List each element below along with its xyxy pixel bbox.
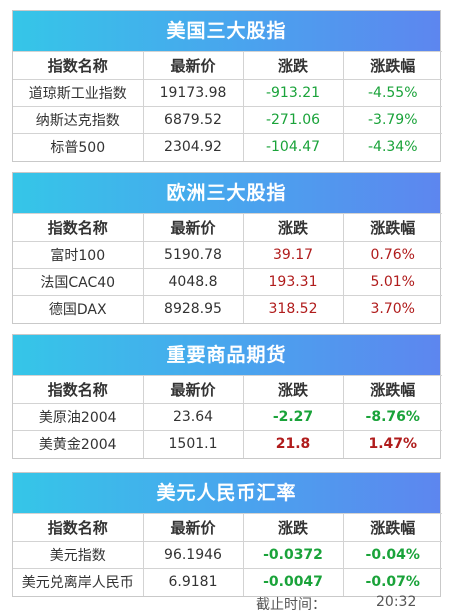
- column-header-price: 最新价: [142, 375, 243, 404]
- usd-cny-panel: 美元人民币汇率 指数名称 最新价 涨跌 涨跌幅 美元指数 96.1946 -0.…: [12, 472, 442, 597]
- update-time-label: 截止时间：: [256, 597, 326, 613]
- table-row: 德国DAX 8928.95 318.52 3.70%: [13, 295, 442, 323]
- latest-price: 96.1946: [142, 541, 243, 569]
- price-change: -104.47: [242, 133, 343, 161]
- price-change: 318.52: [242, 295, 343, 323]
- table-row: 美元指数 96.1946 -0.0372 -0.04%: [13, 541, 442, 569]
- latest-price: 1501.1: [142, 430, 243, 458]
- index-name: 美元指数: [13, 541, 143, 569]
- price-change: 21.8: [242, 430, 343, 458]
- table-row: 纳斯达克指数 6879.52 -271.06 -3.79%: [13, 106, 442, 134]
- latest-price: 23.64: [142, 403, 243, 431]
- table-row: 道琼斯工业指数 19173.98 -913.21 -4.55%: [13, 79, 442, 107]
- price-change: -271.06: [242, 106, 343, 134]
- column-header-name: 指数名称: [13, 213, 143, 242]
- europe-indices-table: 指数名称 最新价 涨跌 涨跌幅 富时100 5190.78 39.17 0.76…: [13, 213, 442, 323]
- column-header-change: 涨跌: [242, 51, 343, 80]
- table-header-row: 指数名称 最新价 涨跌 涨跌幅: [13, 375, 442, 404]
- change-percent: -3.79%: [342, 106, 442, 134]
- column-header-price: 最新价: [142, 51, 243, 80]
- index-name: 法国CAC40: [13, 268, 143, 296]
- table-row: 标普500 2304.92 -104.47 -4.34%: [13, 133, 442, 161]
- index-name: 美黄金2004: [13, 430, 143, 458]
- change-percent: 0.76%: [342, 241, 442, 269]
- latest-price: 19173.98: [142, 79, 243, 107]
- column-header-name: 指数名称: [13, 513, 143, 542]
- table-row: 美原油2004 23.64 -2.27 -8.76%: [13, 403, 442, 431]
- index-name: 德国DAX: [13, 295, 143, 323]
- column-header-change: 涨跌: [242, 375, 343, 404]
- change-percent: 3.70%: [342, 295, 442, 323]
- commodity-futures-table: 指数名称 最新价 涨跌 涨跌幅 美原油2004 23.64 -2.27 -8.7…: [13, 375, 442, 458]
- latest-price: 8928.95: [142, 295, 243, 323]
- table-row: 富时100 5190.78 39.17 0.76%: [13, 241, 442, 269]
- europe-indices-panel: 欧洲三大股指 指数名称 最新价 涨跌 涨跌幅 富时100 5190.78 39.…: [12, 172, 442, 324]
- table-header-row: 指数名称 最新价 涨跌 涨跌幅: [13, 513, 442, 542]
- column-header-pct: 涨跌幅: [342, 375, 442, 404]
- commodity-futures-panel: 重要商品期货 指数名称 最新价 涨跌 涨跌幅 美原油2004 23.64 -2.…: [12, 334, 442, 459]
- column-header-change: 涨跌: [242, 513, 343, 542]
- column-header-name: 指数名称: [13, 51, 143, 80]
- change-percent: 1.47%: [342, 430, 442, 458]
- us-indices-table: 指数名称 最新价 涨跌 涨跌幅 道琼斯工业指数 19173.98 -913.21…: [13, 51, 442, 161]
- latest-price: 4048.8: [142, 268, 243, 296]
- index-name: 纳斯达克指数: [13, 106, 143, 134]
- change-percent: -4.34%: [342, 133, 442, 161]
- price-change: 193.31: [242, 268, 343, 296]
- panel-title: 重要商品期货: [13, 335, 440, 375]
- index-name: 美原油2004: [13, 403, 143, 431]
- price-change: -0.0372: [242, 541, 343, 569]
- change-percent: -0.04%: [342, 541, 442, 569]
- price-change: -2.27: [242, 403, 343, 431]
- change-percent: -8.76%: [342, 403, 442, 431]
- table-row: 美黄金2004 1501.1 21.8 1.47%: [13, 430, 442, 458]
- panel-title: 美国三大股指: [13, 11, 440, 51]
- change-percent: -0.07%: [342, 568, 442, 596]
- index-name: 富时100: [13, 241, 143, 269]
- column-header-price: 最新价: [142, 513, 243, 542]
- change-percent: 5.01%: [342, 268, 442, 296]
- index-name: 道琼斯工业指数: [13, 79, 143, 107]
- latest-price: 2304.92: [142, 133, 243, 161]
- latest-price: 6879.52: [142, 106, 243, 134]
- update-time-value: 20:32: [376, 594, 417, 610]
- update-time: 截止时间： 20:32: [12, 592, 441, 613]
- table-header-row: 指数名称 最新价 涨跌 涨跌幅: [13, 51, 442, 80]
- column-header-pct: 涨跌幅: [342, 513, 442, 542]
- column-header-price: 最新价: [142, 213, 243, 242]
- us-indices-panel: 美国三大股指 指数名称 最新价 涨跌 涨跌幅 道琼斯工业指数 19173.98 …: [12, 10, 442, 162]
- column-header-name: 指数名称: [13, 375, 143, 404]
- column-header-change: 涨跌: [242, 213, 343, 242]
- column-header-pct: 涨跌幅: [342, 213, 442, 242]
- price-change: 39.17: [242, 241, 343, 269]
- price-change: -0.0047: [242, 568, 343, 596]
- index-name: 美元兑离岸人民币: [13, 568, 143, 596]
- usd-cny-table: 指数名称 最新价 涨跌 涨跌幅 美元指数 96.1946 -0.0372 -0.…: [13, 513, 442, 596]
- panel-title: 欧洲三大股指: [13, 173, 440, 213]
- latest-price: 5190.78: [142, 241, 243, 269]
- table-row: 美元兑离岸人民币 6.9181 -0.0047 -0.07%: [13, 568, 442, 596]
- table-row: 法国CAC40 4048.8 193.31 5.01%: [13, 268, 442, 296]
- change-percent: -4.55%: [342, 79, 442, 107]
- column-header-pct: 涨跌幅: [342, 51, 442, 80]
- latest-price: 6.9181: [142, 568, 243, 596]
- price-change: -913.21: [242, 79, 343, 107]
- index-name: 标普500: [13, 133, 143, 161]
- panel-title: 美元人民币汇率: [13, 473, 440, 513]
- table-header-row: 指数名称 最新价 涨跌 涨跌幅: [13, 213, 442, 242]
